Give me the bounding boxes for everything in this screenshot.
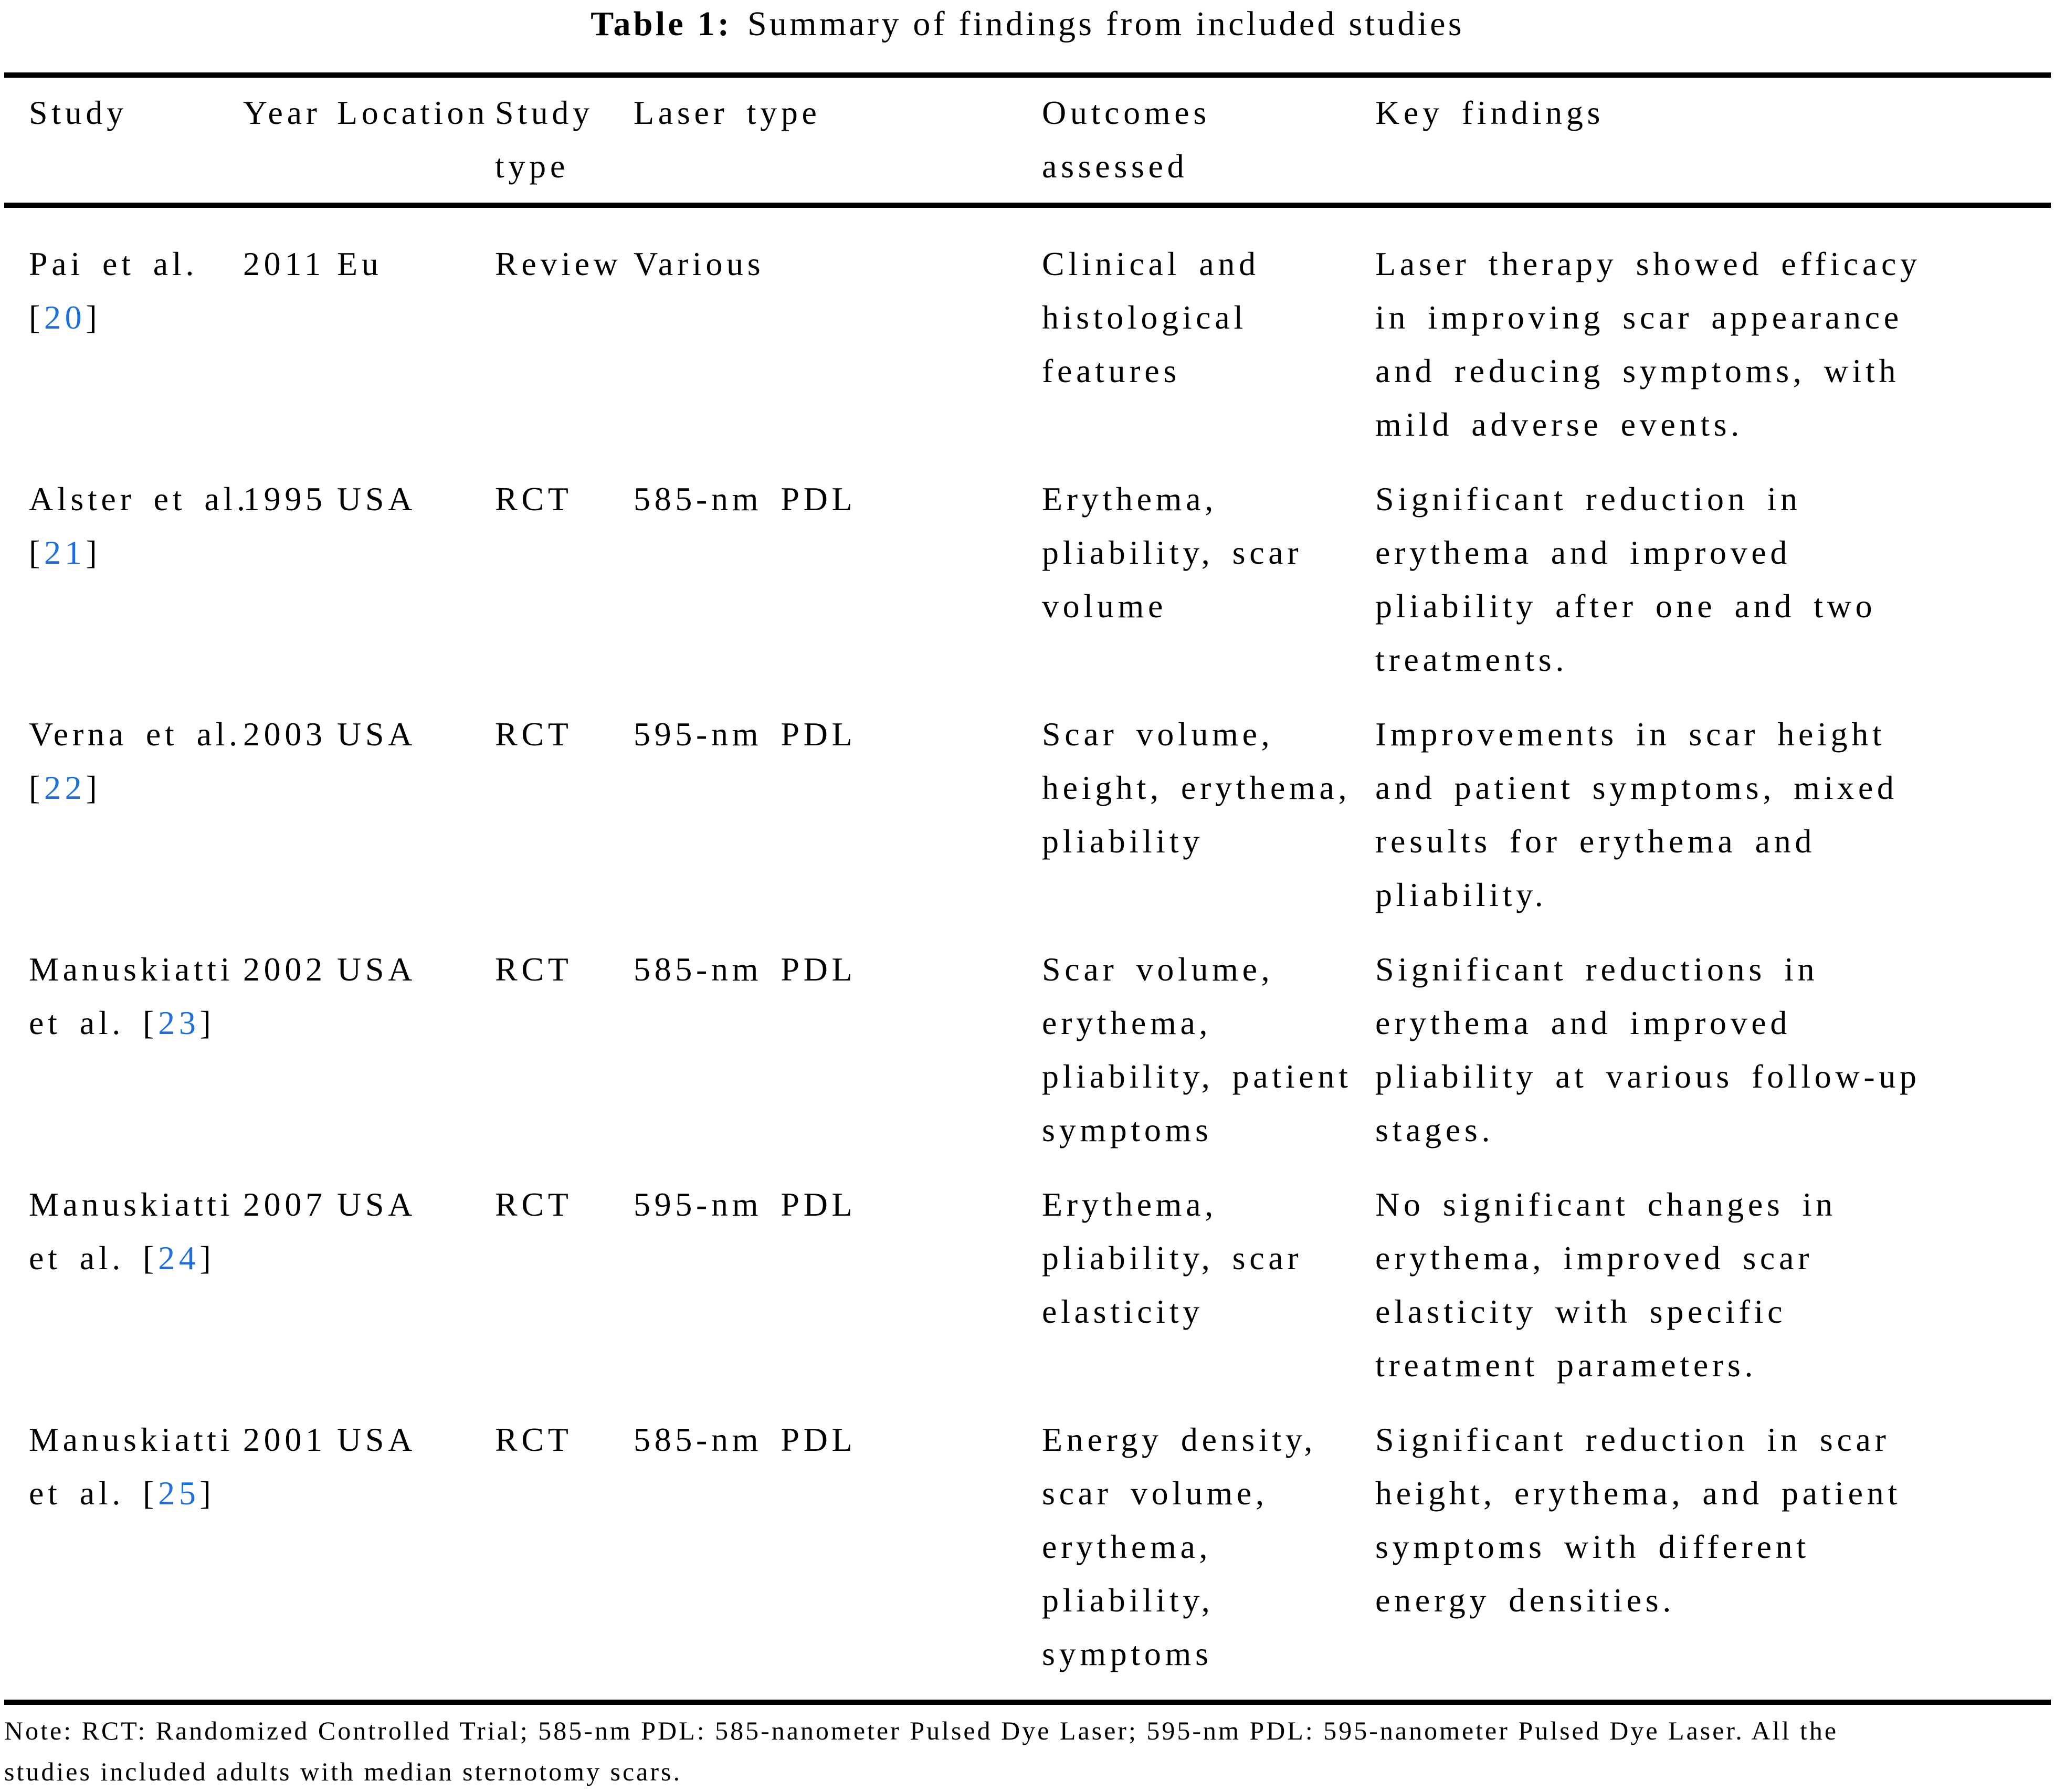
cell-key-findings: Significant reduction in erythema and im… bbox=[1375, 480, 1877, 678]
cell-study-type: RCT bbox=[495, 1421, 573, 1458]
table-row: Manuskiatti et al. [25] 2001 USA RCT 585… bbox=[29, 1413, 2047, 1681]
cell-location: USA bbox=[337, 1186, 417, 1223]
cell-laser-type: Various bbox=[634, 245, 765, 282]
table-caption: Table 1: Summary of findings from include… bbox=[0, 4, 2055, 44]
cell-study-type: RCT bbox=[495, 951, 573, 988]
cell-study-type: RCT bbox=[495, 715, 573, 753]
table-caption-label: Table 1: bbox=[591, 5, 732, 43]
table-header-row: Study Year Location Study type Laser typ… bbox=[0, 86, 2055, 193]
cell-laser-type: 585-nm PDL bbox=[634, 480, 857, 518]
table-row: Manuskiatti et al. [23] 2002 USA RCT 585… bbox=[29, 943, 2047, 1157]
cell-key-findings: Significant reduction in scar height, er… bbox=[1375, 1421, 1901, 1619]
citation-bracket-open: [ bbox=[29, 299, 44, 336]
cell-laser-type: 585-nm PDL bbox=[634, 1421, 857, 1458]
citation-bracket-open: [ bbox=[29, 769, 44, 806]
cell-year: 2002 bbox=[243, 951, 326, 988]
table-row: Pai et al. [20] 2011 Eu Review Various C… bbox=[29, 237, 2047, 451]
table-caption-text: Summary of findings from included studie… bbox=[747, 5, 1464, 43]
cell-laser-type: 595-nm PDL bbox=[634, 1186, 857, 1223]
citation-prefix: et al. [ bbox=[29, 1239, 159, 1277]
cell-year: 2011 bbox=[243, 245, 325, 282]
cell-study: Pai et al. [20] bbox=[29, 237, 243, 344]
column-header-study-type: Study type bbox=[495, 94, 594, 185]
citation-bracket-close: ] bbox=[199, 1004, 215, 1041]
study-name: Manuskiatti bbox=[29, 1421, 234, 1458]
citation-link[interactable]: 20 bbox=[44, 299, 86, 336]
cell-laser-type: 585-nm PDL bbox=[634, 951, 857, 988]
citation-link[interactable]: 23 bbox=[158, 1004, 200, 1041]
citation-link[interactable]: 22 bbox=[44, 769, 86, 806]
cell-location: Eu bbox=[337, 245, 383, 282]
table-row: Manuskiatti et al. [24] 2007 USA RCT 595… bbox=[29, 1178, 2047, 1392]
citation-bracket-open: [ bbox=[29, 534, 44, 571]
cell-study-type: RCT bbox=[495, 480, 573, 518]
cell-location: USA bbox=[337, 951, 417, 988]
cell-laser-type: 595-nm PDL bbox=[634, 715, 857, 753]
cell-outcomes: Scar volume, height, erythema, pliabilit… bbox=[1042, 715, 1351, 860]
cell-year: 1995 bbox=[243, 480, 326, 518]
column-header-location: Location bbox=[337, 94, 489, 131]
column-header-laser-type: Laser type bbox=[634, 94, 821, 131]
cell-key-findings: Significant reductions in erythema and i… bbox=[1375, 951, 1921, 1148]
citation-link[interactable]: 24 bbox=[158, 1239, 200, 1277]
study-name: Pai et al. bbox=[29, 245, 198, 282]
cell-location: USA bbox=[337, 480, 417, 518]
table-rule-header-bottom bbox=[4, 203, 2051, 208]
citation-bracket-close: ] bbox=[199, 1474, 215, 1512]
study-name: Verna et al. bbox=[29, 715, 241, 753]
cell-study: Manuskiatti et al. [24] bbox=[29, 1178, 243, 1285]
column-header-year: Year bbox=[243, 94, 321, 131]
citation-link[interactable]: 25 bbox=[158, 1474, 200, 1512]
cell-study: Manuskiatti et al. [25] bbox=[29, 1413, 243, 1520]
table-footnote: Note: RCT: Randomized Controlled Trial; … bbox=[4, 1716, 1839, 1786]
table-body: Pai et al. [20] 2011 Eu Review Various C… bbox=[0, 237, 2055, 1702]
citation-prefix: et al. [ bbox=[29, 1474, 159, 1512]
column-header-outcomes: Outcomes assessed bbox=[1042, 94, 1210, 185]
cell-study: Alster et al. [21] bbox=[29, 472, 245, 579]
cell-study: Manuskiatti et al. [23] bbox=[29, 943, 243, 1050]
study-name: Manuskiatti bbox=[29, 951, 234, 988]
cell-year: 2007 bbox=[243, 1186, 326, 1223]
cell-year: 2003 bbox=[243, 715, 326, 753]
cell-location: USA bbox=[337, 1421, 417, 1458]
cell-year: 2001 bbox=[243, 1421, 326, 1458]
table-rule-bottom bbox=[4, 1700, 2051, 1705]
cell-outcomes: Energy density, scar volume, erythema, p… bbox=[1042, 1421, 1317, 1672]
study-name: Alster et al. bbox=[29, 480, 249, 518]
study-name: Manuskiatti bbox=[29, 1186, 234, 1223]
table-rule-top bbox=[4, 72, 2051, 78]
cell-study-type: RCT bbox=[495, 1186, 573, 1223]
column-header-study: Study bbox=[29, 94, 128, 131]
citation-bracket-close: ] bbox=[199, 1239, 215, 1277]
cell-location: USA bbox=[337, 715, 417, 753]
citation-link[interactable]: 21 bbox=[44, 534, 86, 571]
citation-bracket-close: ] bbox=[86, 769, 101, 806]
citation-prefix: et al. [ bbox=[29, 1004, 159, 1041]
column-header-key-findings: Key findings bbox=[1375, 94, 1605, 131]
citation-bracket-close: ] bbox=[86, 299, 101, 336]
cell-key-findings: Improvements in scar height and patient … bbox=[1375, 715, 1898, 913]
cell-outcomes: Clinical and histological features bbox=[1042, 245, 1260, 389]
citation-bracket-close: ] bbox=[86, 534, 101, 571]
cell-outcomes: Erythema, pliability, scar volume bbox=[1042, 480, 1303, 625]
cell-study: Verna et al. [22] bbox=[29, 708, 243, 815]
cell-key-findings: No significant changes in erythema, impr… bbox=[1375, 1186, 1837, 1384]
cell-key-findings: Laser therapy showed efficacy in improvi… bbox=[1375, 245, 1921, 443]
cell-outcomes: Erythema, pliability, scar elasticity bbox=[1042, 1186, 1303, 1330]
table-row: Verna et al. [22] 2003 USA RCT 595-nm PD… bbox=[29, 708, 2047, 922]
cell-study-type: Review bbox=[495, 245, 622, 282]
cell-outcomes: Scar volume, erythema, pliability, patie… bbox=[1042, 951, 1352, 1148]
table-row: Alster et al. [21] 1995 USA RCT 585-nm P… bbox=[29, 472, 2047, 687]
